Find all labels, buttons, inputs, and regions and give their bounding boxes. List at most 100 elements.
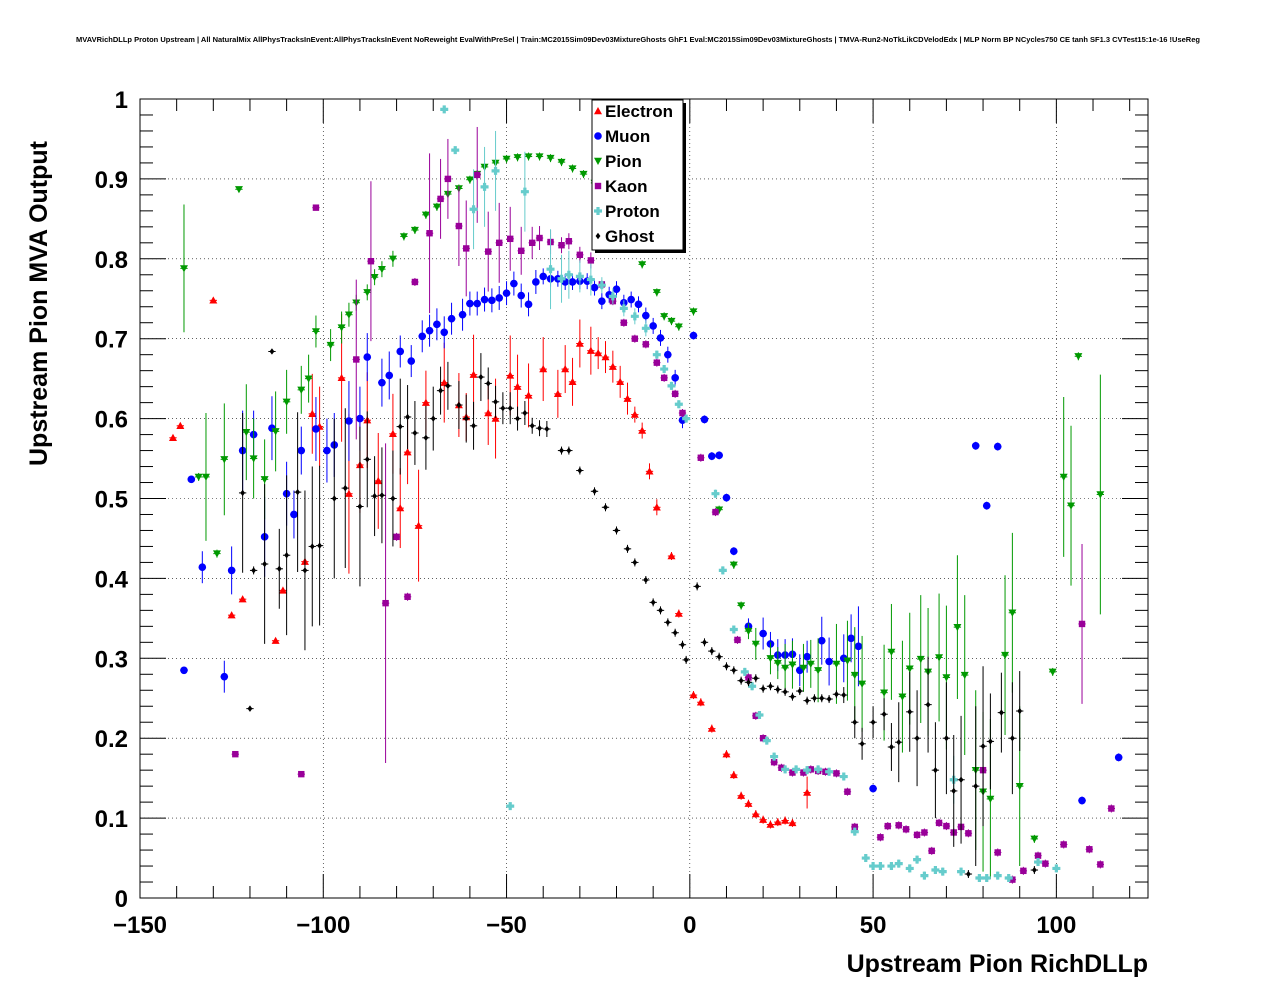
proton-point	[682, 414, 691, 423]
pion-point	[513, 154, 522, 162]
ghost-point	[471, 422, 476, 429]
legend-marker-ghost	[595, 232, 601, 240]
proton-point	[1034, 858, 1043, 867]
kaon-point	[437, 195, 444, 203]
pion-point	[201, 473, 210, 481]
electron-point	[568, 377, 577, 386]
ghost-point	[379, 492, 385, 499]
muon-point	[396, 347, 405, 356]
muon-point	[612, 285, 621, 293]
ghost-point	[592, 488, 597, 495]
ghost-point	[980, 742, 986, 750]
electron-point	[601, 353, 610, 361]
electron-point	[696, 698, 705, 706]
proton-point	[905, 864, 914, 873]
muon-point	[345, 417, 353, 425]
pion-point	[638, 261, 647, 269]
pion-point	[953, 623, 962, 632]
ghost-point	[423, 434, 429, 441]
proton-point	[740, 667, 749, 676]
pion-point	[304, 375, 313, 383]
pion-point	[363, 289, 372, 297]
legend-marker-kaon	[594, 182, 602, 190]
ghost-point	[804, 697, 810, 704]
proton-point	[1052, 864, 1061, 873]
pion-point	[942, 674, 951, 682]
electron-point	[374, 476, 383, 485]
electron-point	[484, 409, 493, 417]
electron-point	[524, 391, 533, 399]
proton-point	[957, 867, 966, 876]
pion-point	[242, 428, 251, 437]
kaon-point	[1060, 841, 1067, 848]
kaon-point	[789, 769, 796, 776]
muon-point	[689, 331, 698, 340]
kaon-point	[660, 374, 668, 382]
proton-point	[993, 871, 1002, 880]
ghost-point	[870, 719, 876, 726]
x-tick-label: −50	[486, 912, 527, 939]
kaon-point	[1078, 620, 1086, 628]
series-muon	[180, 268, 1123, 805]
electron-point	[608, 362, 617, 370]
ghost-point	[364, 456, 370, 463]
muon-point	[982, 501, 991, 510]
pion-point	[715, 506, 724, 514]
muon-point	[407, 357, 416, 365]
proton-point	[762, 736, 771, 745]
ghost-point	[998, 709, 1004, 716]
pion-point	[535, 153, 544, 161]
muon-point	[1078, 796, 1086, 805]
kaon-point	[653, 359, 661, 366]
electron-point	[652, 503, 661, 511]
pion-point	[388, 255, 397, 263]
pion-point	[751, 640, 760, 648]
kaon-point	[902, 826, 910, 833]
ghost-point	[738, 677, 744, 684]
kaon-point	[298, 770, 305, 778]
muon-point	[803, 652, 811, 661]
ghost-point	[507, 405, 513, 412]
ghost-point	[331, 495, 337, 502]
grid-layer	[140, 99, 1148, 898]
kaon-point	[463, 245, 470, 252]
legend-entry-electron: Electron	[594, 102, 673, 121]
pion-point	[898, 693, 907, 701]
pion-point	[465, 176, 474, 184]
ghost-point	[632, 559, 638, 566]
ghost-point	[1031, 866, 1037, 874]
pion-point	[887, 648, 896, 656]
proton-point	[630, 312, 639, 321]
legend-marker-pion	[594, 157, 602, 165]
kaon-point	[444, 175, 452, 183]
kaon-point	[631, 335, 639, 342]
ghost-point	[896, 738, 902, 746]
proton-point	[660, 365, 669, 374]
proton-point	[597, 281, 606, 290]
kaon-point	[474, 171, 481, 179]
pion-point	[773, 659, 782, 668]
ghost-point	[973, 782, 979, 790]
muon-point	[664, 350, 672, 359]
kaon-point	[1086, 846, 1093, 853]
y-tick-label: 0.6	[95, 407, 128, 434]
ghost-point	[958, 776, 964, 783]
ghost-point	[768, 683, 773, 690]
kaon-point	[426, 230, 433, 237]
proton-point	[480, 182, 489, 191]
electron-point	[271, 636, 280, 644]
electron-point	[744, 799, 753, 807]
ghost-point	[614, 527, 619, 534]
ghost-point	[500, 405, 506, 412]
muon-point	[502, 289, 511, 297]
pion-point	[179, 265, 188, 273]
kaon-point	[943, 822, 950, 830]
kaon-point	[800, 769, 807, 776]
ghost-point	[269, 348, 275, 355]
pion-point	[1059, 473, 1068, 481]
proton-point	[850, 827, 859, 836]
kaon-point	[1020, 867, 1027, 875]
ghost-point	[544, 425, 550, 433]
kaon-point	[877, 834, 884, 841]
